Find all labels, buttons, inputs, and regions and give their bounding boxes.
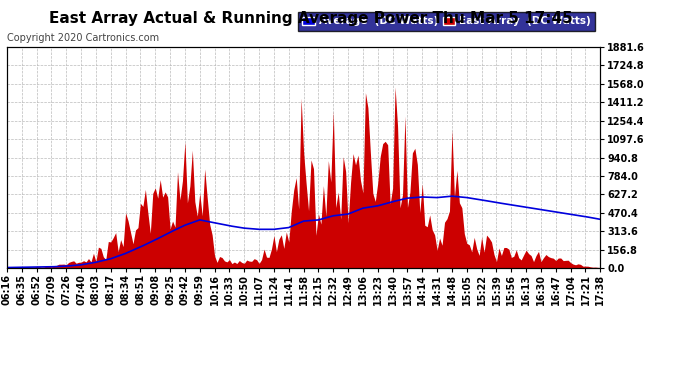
- Legend: Average  (DC Watts), East Array  (DC Watts): Average (DC Watts), East Array (DC Watts…: [298, 12, 595, 31]
- Text: East Array Actual & Running Average Power Thu Mar 5 17:45: East Array Actual & Running Average Powe…: [48, 11, 573, 26]
- Text: Copyright 2020 Cartronics.com: Copyright 2020 Cartronics.com: [7, 33, 159, 43]
